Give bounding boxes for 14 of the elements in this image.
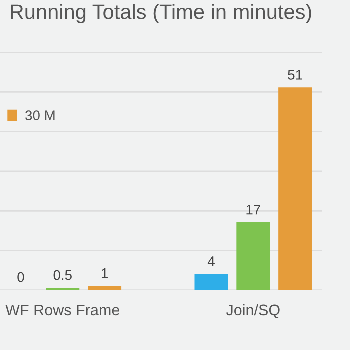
data-label: 0 [18, 272, 24, 282]
data-label: 17 [246, 205, 260, 215]
data-label: 51 [288, 70, 302, 80]
bar [236, 222, 270, 290]
x-tick-label: WF Rows Frame [6, 304, 120, 316]
x-tick-label: Join/SQ [226, 304, 280, 318]
bar [194, 274, 228, 290]
data-label: 0.5 [54, 270, 72, 280]
chart-title: Running Totals (Time in minutes) [11, 4, 312, 24]
legend-label: 30 M [26, 110, 55, 120]
bar [278, 88, 312, 290]
bar [88, 286, 122, 290]
data-label: 1 [102, 268, 108, 278]
data-label: 4 [208, 256, 215, 266]
